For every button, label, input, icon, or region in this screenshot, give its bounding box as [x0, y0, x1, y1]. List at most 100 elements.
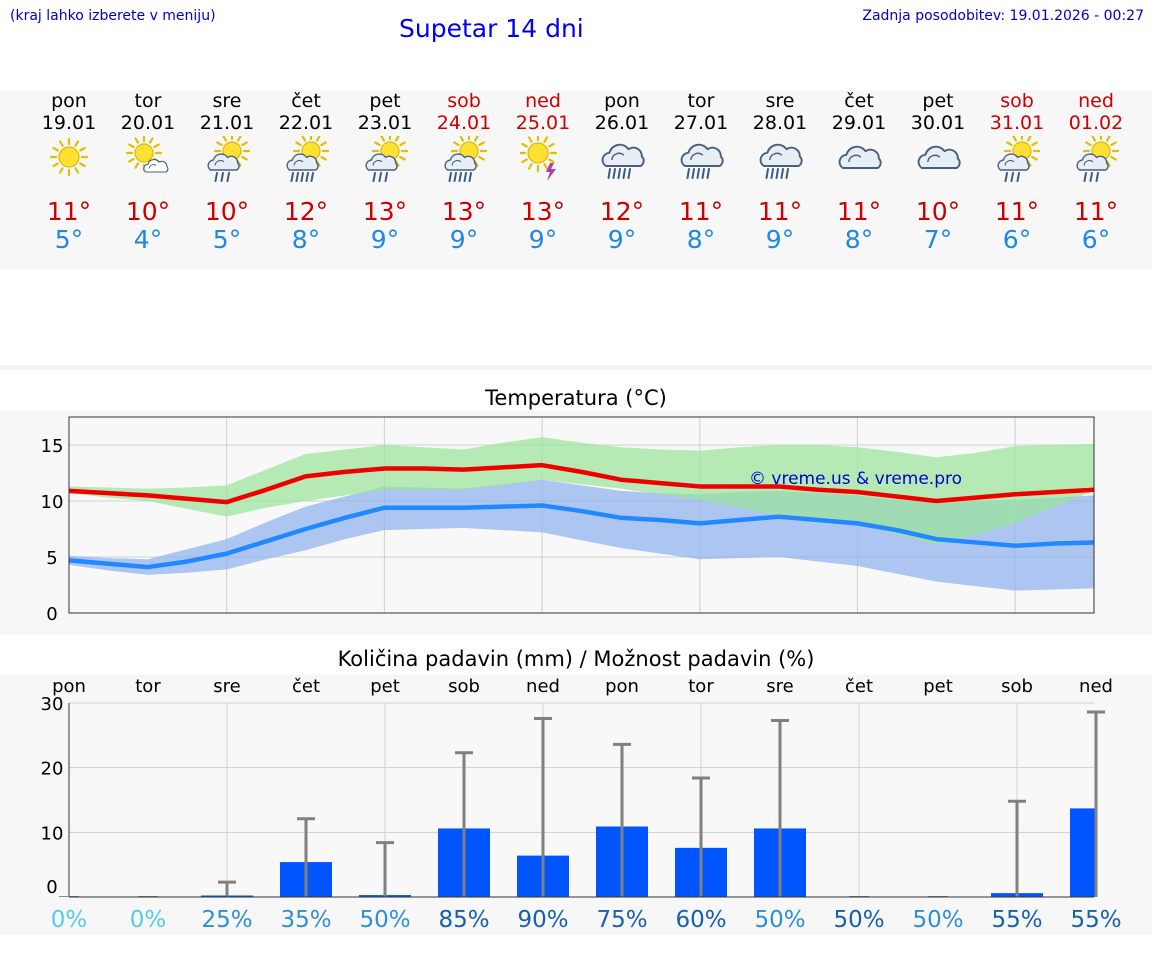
day-max-temp: 12°	[599, 197, 645, 226]
last-update: Zadnja posodobitev: 19.01.2026 - 00:27	[862, 8, 1144, 24]
sun-thunder-icon	[520, 136, 558, 181]
day-date: 01.02	[1068, 112, 1124, 134]
day-min-temp: 5°	[54, 225, 84, 254]
day-name: pet	[922, 90, 954, 112]
day-column: sre 28.01 11° 9°	[740, 90, 820, 270]
day-name: pet	[369, 90, 401, 112]
y-tick-label: 10	[41, 823, 64, 844]
precipitation-chart-title: Količina padavin (mm) / Možnost padavin …	[337, 647, 815, 671]
day-min-temp: 9°	[370, 225, 400, 254]
max-temp-band	[69, 437, 1094, 545]
day-min-temp: 9°	[528, 225, 558, 254]
day-max-temp: 13°	[362, 197, 408, 226]
precip-day-label: pon	[605, 676, 639, 697]
precip-day-label: sre	[213, 676, 240, 697]
day-date: 19.01	[41, 112, 97, 134]
day-column: pet 23.01 13° 9°	[345, 90, 425, 270]
precip-probability: 0%	[130, 907, 167, 933]
day-min-temp: 9°	[607, 225, 637, 254]
day-min-temp: 8°	[844, 225, 874, 254]
day-date: 27.01	[673, 112, 729, 134]
sun-cloud-rain-icon	[207, 136, 250, 182]
day-max-temp: 10°	[125, 197, 171, 226]
day-name: pon	[51, 90, 87, 112]
day-date: 22.01	[278, 112, 334, 134]
day-date: 30.01	[910, 112, 966, 134]
precip-day-label: sre	[766, 676, 793, 697]
day-max-temp: 10°	[204, 197, 250, 226]
day-max-temp: 11°	[1073, 197, 1119, 226]
y-tick-label: 0	[46, 877, 57, 898]
day-date: 31.01	[989, 112, 1045, 134]
y-tick-label: 0	[46, 604, 57, 625]
day-min-temp: 9°	[449, 225, 479, 254]
day-max-temp: 11°	[836, 197, 882, 226]
sun-cloud-heavy-rain-icon	[444, 136, 487, 182]
day-column: pet 30.01 10° 7°	[898, 90, 978, 270]
precip-bar	[1070, 808, 1096, 897]
day-min-temp: 4°	[133, 225, 163, 254]
precip-probability: 50%	[912, 907, 963, 933]
page-title: Supetar 14 dni	[399, 14, 584, 43]
day-date: 26.01	[594, 112, 650, 134]
day-date: 28.01	[752, 112, 808, 134]
precip-day-label: pet	[923, 676, 953, 697]
precip-probability: 90%	[517, 907, 568, 933]
day-max-temp: 11°	[46, 197, 92, 226]
y-tick-label: 5	[46, 548, 57, 569]
day-column: sre 21.01 10° 5°	[187, 90, 267, 270]
plot-area	[69, 703, 1094, 897]
precip-probability: 50%	[359, 907, 410, 933]
precip-day-label: pet	[370, 676, 400, 697]
day-column: ned 01.02 11° 6°	[1056, 90, 1136, 270]
cloud-icon	[917, 145, 961, 169]
day-name: sre	[765, 90, 795, 112]
divider	[0, 365, 1152, 370]
precip-day-label: sob	[1001, 676, 1033, 697]
day-column: tor 27.01 11° 8°	[661, 90, 741, 270]
day-min-temp: 5°	[212, 225, 242, 254]
y-tick-label: 10	[41, 492, 64, 513]
day-column: ned 25.01 13° 9°	[503, 90, 583, 270]
day-name: sob	[1000, 90, 1034, 112]
day-date: 25.01	[515, 112, 571, 134]
sun-cloud-icon	[125, 136, 169, 173]
day-column: sob 31.01 11° 6°	[977, 90, 1057, 270]
max-temp-line	[68, 462, 1095, 505]
cloud-heavy-rain-icon	[759, 143, 803, 179]
precip-day-label: čet	[845, 676, 873, 697]
day-column: pon 19.01 11° 5°	[29, 90, 109, 270]
sun-icon	[49, 137, 89, 177]
temperature-panel: 0 5 10 15 © vreme.us & vreme.pro	[0, 410, 1152, 635]
precip-day-label: sob	[448, 676, 480, 697]
precipitation-panel: 0 10 20 30 pon 0% tor 0% sre 25% čet 35% pet 50% sob 85…	[0, 675, 1152, 935]
day-name: čet	[291, 90, 321, 112]
day-min-temp: 8°	[291, 225, 321, 254]
day-column: sob 24.01 13° 9°	[424, 90, 504, 270]
cloud-heavy-rain-icon	[680, 143, 724, 179]
day-min-temp: 6°	[1081, 225, 1111, 254]
day-column: čet 22.01 12° 8°	[266, 90, 346, 270]
y-tick-label: 30	[41, 694, 64, 715]
day-column: pon 26.01 12° 9°	[582, 90, 662, 270]
precipitation-chart: 0102030pon0%tor0%sre25%čet35%pet50%sob85…	[41, 676, 1122, 933]
precip-probability: 50%	[754, 907, 805, 933]
day-date: 29.01	[831, 112, 887, 134]
precip-day-label: čet	[292, 676, 320, 697]
day-min-temp: 7°	[923, 225, 953, 254]
y-tick-label: 20	[41, 759, 64, 780]
cloud-icon	[838, 145, 882, 169]
day-name: tor	[134, 90, 162, 112]
day-date: 20.01	[120, 112, 176, 134]
day-max-temp: 11°	[994, 197, 1040, 226]
precip-day-label: pon	[52, 676, 86, 697]
precip-probability: 75%	[596, 907, 647, 933]
precip-day-label: tor	[688, 676, 714, 697]
day-name: ned	[525, 90, 561, 112]
day-min-temp: 9°	[765, 225, 795, 254]
precip-probability: 55%	[991, 907, 1042, 933]
day-name: ned	[1078, 90, 1114, 112]
watermark: © vreme.us & vreme.pro	[749, 469, 962, 489]
sun-cloud-rain-icon	[365, 136, 408, 182]
temperature-chart-title: Temperatura (°C)	[485, 386, 667, 410]
